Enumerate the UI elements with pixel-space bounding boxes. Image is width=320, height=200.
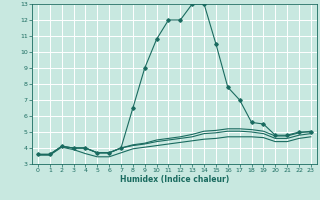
X-axis label: Humidex (Indice chaleur): Humidex (Indice chaleur) [120,175,229,184]
